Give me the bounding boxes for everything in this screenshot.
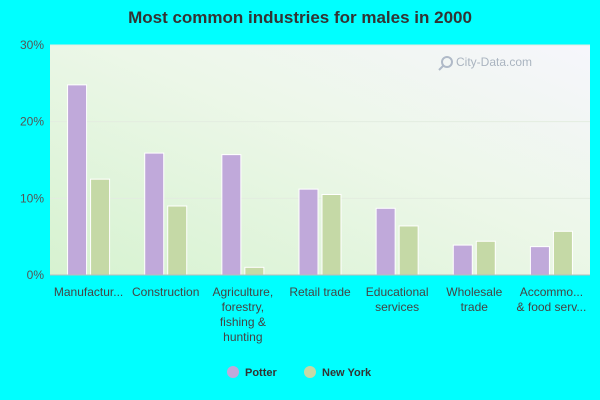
x-tick-label-line: trade [461,300,489,314]
x-tick-label: Wholesale trade [446,285,502,314]
bar-potter [67,84,88,276]
bar-new-york [244,266,265,276]
legend-swatch-potter [227,366,239,378]
x-tick-label-line: Wholesale [446,285,502,299]
legend-item-potter: Potter [227,366,278,379]
watermark: City-Data.com [438,55,532,71]
x-tick-label-line: Agriculture, [213,285,274,299]
x-tick-label: Accommo... & food serv... [517,285,587,314]
legend-item-new-york: New York [304,366,372,379]
x-tick-label: Construction [132,285,199,299]
bar-potter [529,246,550,276]
x-tick-label-line: services [375,300,419,314]
magnifier-icon [438,56,453,71]
y-axis: 0% 10% 20% 30% [20,38,44,282]
bar-new-york [398,225,419,276]
x-tick-label-line: Retail trade [289,285,351,299]
bar-new-york [90,178,111,276]
x-tick-label-line: forestry, [222,300,264,314]
legend: Potter New York [227,366,372,379]
plot-area [50,45,590,275]
x-tick-label: Educational services [366,285,429,314]
bar-new-york [475,240,496,276]
x-tick-label-line: Accommo... [520,285,583,299]
x-tick-label: Agriculture, forestry, fishing & hunting [213,285,274,344]
legend-label-potter: Potter [245,367,278,379]
bars [67,84,573,276]
x-tick-label-line: fishing & [220,315,266,329]
bar-potter [144,152,165,276]
chart-title: Most common industries for males in 2000 [128,8,472,27]
bar-new-york [552,230,573,276]
bar-new-york [321,194,342,276]
x-tick-label-line: & food serv... [517,300,587,314]
y-tick-label: 0% [27,268,45,282]
bar-new-york [167,205,188,276]
y-tick-label: 30% [20,38,44,52]
bar-potter [452,244,473,276]
x-axis: Manufactur... Construction Agriculture, for… [54,285,586,344]
x-tick-label: Retail trade [289,285,351,299]
legend-label-new-york: New York [322,367,372,379]
bar-potter [375,207,396,276]
x-tick-label-line: hunting [223,330,262,344]
x-tick-label-line: Manufactur... [54,285,123,299]
y-tick-label: 20% [20,115,44,129]
gridlines [50,44,590,199]
x-tick-label-line: Educational [366,285,429,299]
bar-potter [221,154,242,276]
bar-potter [298,188,319,276]
x-tick-label-line: Construction [132,285,199,299]
x-tick-label: Manufactur... [54,285,123,299]
legend-swatch-new-york [304,366,316,378]
watermark-text: City-Data.com [456,55,532,69]
y-tick-label: 10% [20,191,44,205]
